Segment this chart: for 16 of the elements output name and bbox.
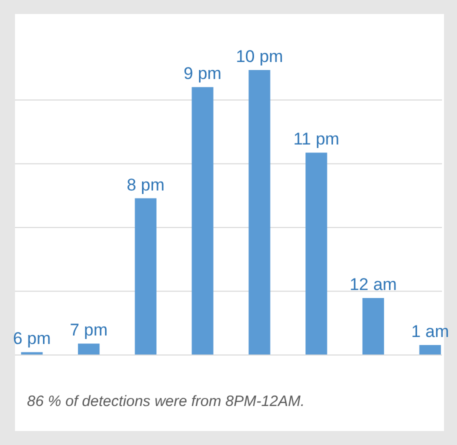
bar: [248, 70, 270, 355]
bar: [134, 198, 156, 355]
x-tick-label: 9 pm: [184, 64, 222, 84]
text: 86 % of detections were from 8PM-12AM.: [27, 393, 305, 410]
x-tick-label: 7 pm: [70, 320, 108, 340]
x-tick-label: 1 am: [411, 322, 450, 342]
bar: [78, 344, 100, 355]
bar: [419, 345, 441, 355]
bar: [362, 298, 384, 355]
x-tick-label: 12 am: [350, 275, 397, 294]
bar: [192, 87, 214, 355]
bar: [306, 152, 328, 355]
x-tick-label: 6 pm: [12, 329, 51, 348]
x-tick-label: 11 pm: [293, 130, 340, 149]
x-tick-label: 8 pm: [126, 175, 165, 194]
x-tick-label: 10 pm: [236, 47, 284, 66]
